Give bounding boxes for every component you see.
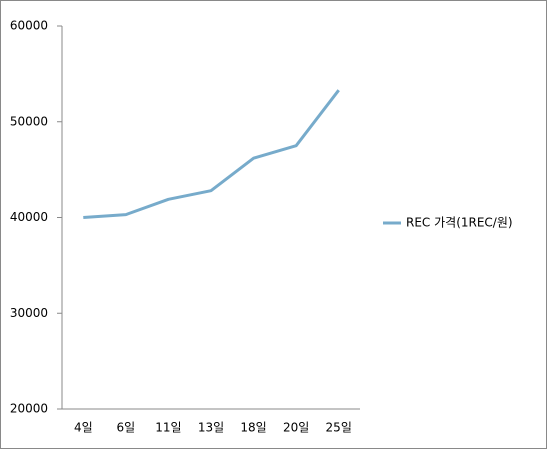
legend-label: REC 가격(1REC/원) [406,216,513,230]
y-tick-label: 30000 [10,306,48,320]
y-tick-label: 40000 [10,210,48,224]
x-tick-label: 4일 [74,421,93,435]
x-tick-label: 18일 [240,421,266,435]
x-tick-label: 13일 [198,421,224,435]
y-tick-label: 20000 [10,402,48,416]
x-tick-label: 20일 [283,421,309,435]
x-tick-label: 6일 [117,421,136,435]
y-tick-label: 60000 [10,19,48,33]
y-tick-label: 50000 [10,114,48,128]
x-tick-label: 11일 [155,421,181,435]
line-series [83,89,340,219]
x-tick-label: 25일 [326,421,352,435]
